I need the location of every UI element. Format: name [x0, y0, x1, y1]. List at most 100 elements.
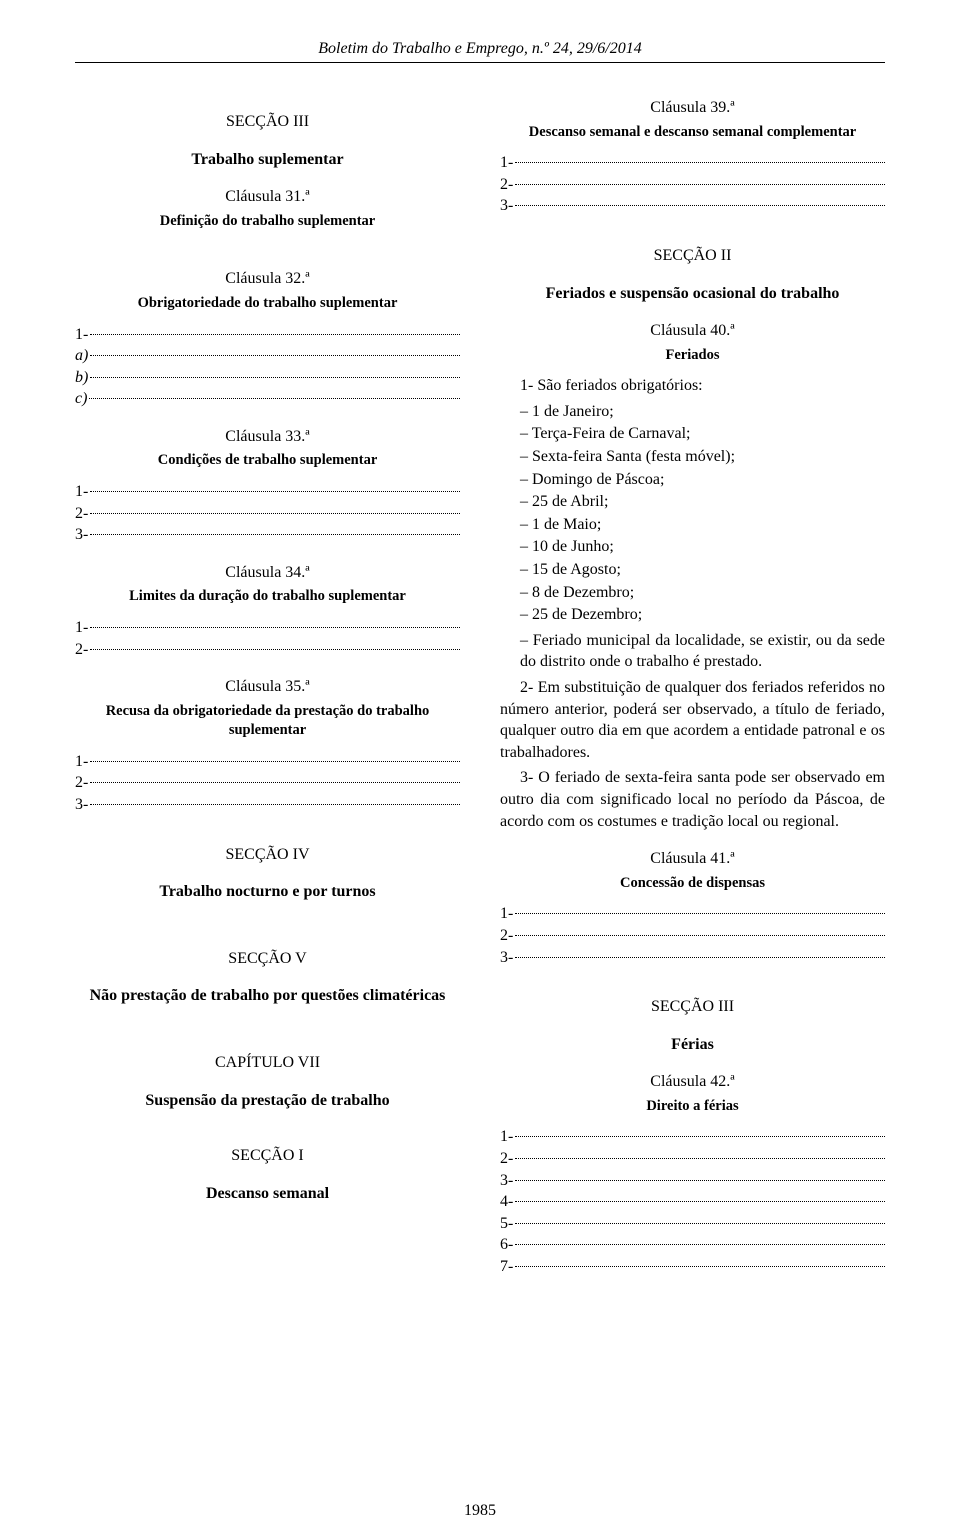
dotted-line: 1-	[75, 481, 460, 503]
item-label: 3-	[500, 195, 515, 217]
list-item: – 8 de Dezembro;	[520, 582, 885, 604]
section-heading: SECÇÃO V	[75, 948, 460, 970]
dotted-line: 1-	[500, 152, 885, 174]
item-label: 1-	[500, 903, 515, 925]
list-item: – Domingo de Páscoa;	[520, 469, 885, 491]
dotted-line: 2-	[75, 772, 460, 794]
paragraph: 2- Em substituição de qualquer dos feria…	[500, 677, 885, 763]
dotted-line: 2-	[500, 925, 885, 947]
section-heading: SECÇÃO III	[500, 996, 885, 1018]
section-title: Feriados e suspensão ocasional do trabal…	[500, 283, 885, 305]
dotted-line: b)	[75, 367, 460, 389]
item-label: 3-	[75, 524, 90, 546]
dotted-line: 2-	[75, 503, 460, 525]
list-item: – 1 de Janeiro;	[520, 401, 885, 423]
dotted-line: 5-	[500, 1213, 885, 1235]
clause-subtitle: Definição do trabalho suplementar	[75, 212, 460, 232]
left-column: SECÇÃO III Trabalho suplementar Cláusula…	[75, 93, 460, 1278]
list-item: – Terça-Feira de Carnaval;	[520, 423, 885, 445]
dotted-line: 6-	[500, 1234, 885, 1256]
dotted-line: 1-	[500, 903, 885, 925]
dotted-line: 1-	[500, 1126, 885, 1148]
item-label: a)	[75, 345, 90, 367]
section-title: Trabalho suplementar	[75, 149, 460, 171]
section-title: Férias	[500, 1034, 885, 1056]
dotted-line: 7-	[500, 1256, 885, 1278]
list-item: – 1 de Maio;	[520, 514, 885, 536]
running-header: Boletim do Trabalho e Emprego, n.º 24, 2…	[75, 40, 885, 58]
list-item: – 25 de Dezembro;	[520, 604, 885, 626]
clause-subtitle: Direito a férias	[500, 1097, 885, 1117]
dotted-line: 3-	[75, 524, 460, 546]
dotted-line: 1-	[75, 324, 460, 346]
item-label: 2-	[500, 925, 515, 947]
clause-title: Cláusula 41.ª	[500, 848, 885, 870]
list-item: – 25 de Abril;	[520, 491, 885, 513]
item-label: 5-	[500, 1213, 515, 1235]
dotted-line: 1-	[75, 751, 460, 773]
list-item: – 15 de Agosto;	[520, 559, 885, 581]
page-number: 1985	[0, 1502, 960, 1520]
item-label: 3-	[500, 947, 515, 969]
section-title: Não prestação de trabalho por questões c…	[75, 985, 460, 1007]
item-label: 1-	[75, 751, 90, 773]
list-item: – Sexta-feira Santa (festa móvel);	[520, 446, 885, 468]
clause-subtitle: Obrigatoriedade do trabalho suplementar	[75, 294, 460, 314]
section-heading: SECÇÃO II	[500, 245, 885, 267]
item-label: 2-	[75, 503, 90, 525]
clause-subtitle: Feriados	[500, 346, 885, 366]
clause-title: Cláusula 35.ª	[75, 676, 460, 698]
section-title: Descanso semanal	[75, 1183, 460, 1205]
item-label: b)	[75, 367, 90, 389]
dotted-line: 2-	[500, 174, 885, 196]
item-label: 6-	[500, 1234, 515, 1256]
item-label: 3-	[500, 1170, 515, 1192]
clause-title: Cláusula 39.ª	[500, 97, 885, 119]
clause-title: Cláusula 32.ª	[75, 268, 460, 290]
columns: SECÇÃO III Trabalho suplementar Cláusula…	[75, 93, 885, 1278]
clause-title: Cláusula 40.ª	[500, 320, 885, 342]
section-heading: SECÇÃO III	[75, 111, 460, 133]
item-label: 1-	[500, 152, 515, 174]
list-item: – Feriado municipal da localidade, se ex…	[500, 630, 885, 673]
dotted-line: 3-	[500, 1170, 885, 1192]
dotted-line: 3-	[500, 947, 885, 969]
item-label: 2-	[75, 639, 90, 661]
item-label: 2-	[75, 772, 90, 794]
section-heading: SECÇÃO IV	[75, 844, 460, 866]
clause-title: Cláusula 42.ª	[500, 1071, 885, 1093]
clause-title: Cláusula 34.ª	[75, 562, 460, 584]
paragraph: 3- O feriado de sexta-feira santa pode s…	[500, 767, 885, 832]
clause-subtitle: Condições de trabalho suplementar	[75, 451, 460, 471]
dotted-line: 3-	[75, 794, 460, 816]
dotted-line: 4-	[500, 1191, 885, 1213]
chapter-title: Suspensão da prestação de trabalho	[75, 1090, 460, 1112]
item-label: 1-	[75, 324, 90, 346]
chapter-heading: CAPÍTULO VII	[75, 1052, 460, 1074]
dotted-line: a)	[75, 345, 460, 367]
clause-subtitle: Descanso semanal e descanso semanal comp…	[500, 123, 885, 143]
item-label: 2-	[500, 1148, 515, 1170]
dotted-line: 2-	[75, 639, 460, 661]
page: Boletim do Trabalho e Emprego, n.º 24, 2…	[0, 0, 960, 1540]
dotted-line: 3-	[500, 195, 885, 217]
section-title: Trabalho nocturno e por turnos	[75, 881, 460, 903]
paragraph: 1- São feriados obrigatórios:	[500, 375, 885, 397]
clause-title: Cláusula 31.ª	[75, 186, 460, 208]
item-label: 7-	[500, 1256, 515, 1278]
item-label: 2-	[500, 174, 515, 196]
clause-subtitle: Concessão de dispensas	[500, 874, 885, 894]
item-label: 1-	[75, 481, 90, 503]
right-column: Cláusula 39.ª Descanso semanal e descans…	[500, 93, 885, 1278]
list-item: – 10 de Junho;	[520, 536, 885, 558]
clause-title: Cláusula 33.ª	[75, 426, 460, 448]
header-rule	[75, 62, 885, 63]
clause-subtitle: Recusa da obrigatoriedade da prestação d…	[75, 702, 460, 741]
section-heading: SECÇÃO I	[75, 1145, 460, 1167]
dotted-line: c)	[75, 388, 460, 410]
item-label: c)	[75, 388, 89, 410]
item-label: 1-	[75, 617, 90, 639]
dotted-line: 1-	[75, 617, 460, 639]
item-label: 1-	[500, 1126, 515, 1148]
item-label: 3-	[75, 794, 90, 816]
